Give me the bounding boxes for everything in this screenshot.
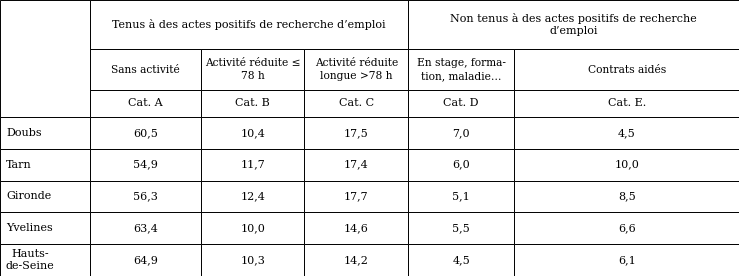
Text: 63,4: 63,4	[133, 223, 158, 233]
Text: 6,1: 6,1	[618, 255, 636, 265]
Text: 6,6: 6,6	[618, 223, 636, 233]
Bar	[90, 149, 201, 181]
Bar	[201, 117, 304, 149]
Bar	[90, 90, 201, 117]
Text: En stage, forma-
tion, maladie…: En stage, forma- tion, maladie…	[417, 58, 505, 81]
Text: 64,9: 64,9	[133, 255, 158, 265]
Text: 54,9: 54,9	[133, 160, 158, 170]
Bar	[514, 117, 739, 149]
Text: Cat. C: Cat. C	[338, 99, 374, 108]
Bar	[304, 212, 408, 244]
Bar	[304, 49, 408, 90]
Text: Cat. D: Cat. D	[443, 99, 479, 108]
Bar	[90, 181, 201, 212]
Bar	[0, 117, 90, 149]
Text: Hauts-
de-Seine: Hauts- de-Seine	[6, 249, 55, 271]
Bar	[201, 244, 304, 276]
Text: Sans activité: Sans activité	[111, 65, 180, 75]
Text: 14,6: 14,6	[344, 223, 369, 233]
Bar	[514, 244, 739, 276]
Bar	[90, 117, 201, 149]
Text: Doubs: Doubs	[6, 128, 41, 138]
Text: 17,4: 17,4	[344, 160, 369, 170]
Bar	[514, 181, 739, 212]
Bar	[201, 49, 304, 90]
Text: 6,0: 6,0	[452, 160, 470, 170]
Text: Cat. A: Cat. A	[129, 99, 163, 108]
Bar	[304, 244, 408, 276]
Text: Tarn: Tarn	[6, 160, 32, 170]
Bar	[408, 149, 514, 181]
Bar	[514, 49, 739, 90]
Text: 7,0: 7,0	[452, 128, 470, 138]
Text: Non tenus à des actes positifs de recherche
d’emploi: Non tenus à des actes positifs de recher…	[450, 13, 697, 36]
Bar	[304, 149, 408, 181]
Bar	[408, 212, 514, 244]
Text: 56,3: 56,3	[133, 191, 158, 201]
Bar	[514, 90, 739, 117]
Bar	[90, 212, 201, 244]
Text: 5,5: 5,5	[452, 223, 470, 233]
Text: Activité réduite
longue >78 h: Activité réduite longue >78 h	[315, 58, 398, 81]
Text: 5,1: 5,1	[452, 191, 470, 201]
Bar	[90, 244, 201, 276]
Bar	[514, 212, 739, 244]
Text: 4,5: 4,5	[452, 255, 470, 265]
Bar	[304, 117, 408, 149]
Bar	[304, 90, 408, 117]
Bar	[408, 0, 739, 49]
Text: Cat. E.: Cat. E.	[607, 99, 646, 108]
Bar	[304, 181, 408, 212]
Text: 4,5: 4,5	[618, 128, 636, 138]
Bar	[201, 181, 304, 212]
Text: Cat. B: Cat. B	[235, 99, 270, 108]
Text: 12,4: 12,4	[240, 191, 265, 201]
Bar	[0, 181, 90, 212]
Bar	[90, 0, 408, 49]
Text: 10,0: 10,0	[240, 223, 265, 233]
Text: Contrats aidés: Contrats aidés	[588, 65, 666, 75]
Text: Yvelines: Yvelines	[6, 223, 52, 233]
Text: 10,0: 10,0	[614, 160, 639, 170]
Text: 8,5: 8,5	[618, 191, 636, 201]
Bar	[0, 244, 90, 276]
Bar	[408, 244, 514, 276]
Text: Tenus à des actes positifs de recherche d’emploi: Tenus à des actes positifs de recherche …	[112, 19, 386, 30]
Text: 10,3: 10,3	[240, 255, 265, 265]
Bar	[0, 149, 90, 181]
Text: 60,5: 60,5	[133, 128, 158, 138]
Text: 10,4: 10,4	[240, 128, 265, 138]
Bar	[408, 90, 514, 117]
Text: Activité réduite ≤
78 h: Activité réduite ≤ 78 h	[205, 58, 301, 81]
Text: 11,7: 11,7	[240, 160, 265, 170]
Bar	[201, 90, 304, 117]
Text: 17,5: 17,5	[344, 128, 369, 138]
Bar	[0, 0, 90, 117]
Bar	[408, 181, 514, 212]
Text: Gironde: Gironde	[6, 191, 51, 201]
Text: 17,7: 17,7	[344, 191, 369, 201]
Bar	[201, 149, 304, 181]
Text: 14,2: 14,2	[344, 255, 369, 265]
Bar	[201, 212, 304, 244]
Bar	[408, 117, 514, 149]
Bar	[0, 212, 90, 244]
Bar	[514, 149, 739, 181]
Bar	[408, 49, 514, 90]
Bar	[90, 49, 201, 90]
